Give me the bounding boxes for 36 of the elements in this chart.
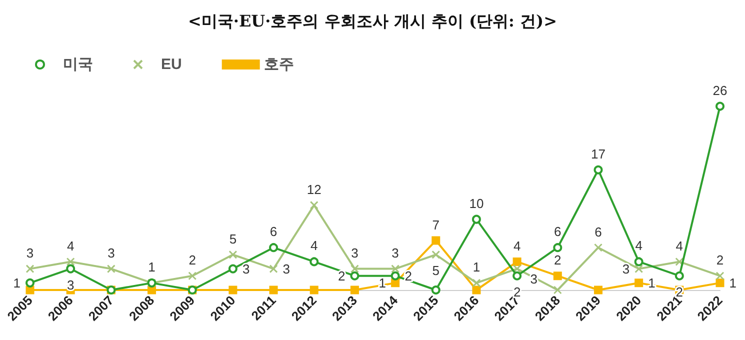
data-label: 6 [554, 224, 562, 240]
data-label: 3 [282, 261, 290, 276]
data-label: 6 [594, 224, 602, 240]
data-label: 1 [729, 275, 736, 290]
data-label: 4 [676, 238, 684, 254]
data-label: 6 [270, 224, 278, 240]
data-label: 4 [66, 238, 74, 254]
data-label: 3 [26, 246, 34, 261]
data-label: 3 [351, 246, 358, 261]
legend-label: EU [161, 56, 182, 73]
data-label: 26 [712, 82, 728, 98]
data-label: 2 [716, 252, 724, 268]
data-label: 10 [469, 196, 484, 211]
data-label: 4 [310, 238, 318, 254]
data-label: 3 [392, 246, 399, 261]
data-label: 1 [148, 260, 156, 275]
chart-title: <미국·EU·호주의 우회조사 개시 추이 (단위: 건)> [188, 12, 557, 30]
data-label: 17 [591, 146, 606, 162]
data-label: 3 [242, 261, 250, 276]
data-label: 2 [554, 252, 562, 268]
data-label: 5 [229, 231, 237, 246]
data-label: 4 [513, 238, 521, 254]
data-label: 3 [108, 246, 115, 261]
data-label: 7 [432, 217, 440, 232]
data-label: 1 [472, 260, 480, 275]
legend-label: 미국 [63, 56, 93, 73]
data-label: 1 [13, 275, 20, 290]
data-label: 2 [338, 268, 346, 284]
data-label: 2 [513, 284, 521, 300]
data-label: 5 [432, 262, 440, 278]
data-label: 4 [635, 238, 642, 254]
data-label: 2 [404, 268, 412, 284]
data-label: 2 [188, 252, 196, 268]
data-label: 12 [306, 182, 322, 197]
legend-label: 호주 [264, 56, 294, 73]
data-label: 3 [622, 261, 630, 276]
